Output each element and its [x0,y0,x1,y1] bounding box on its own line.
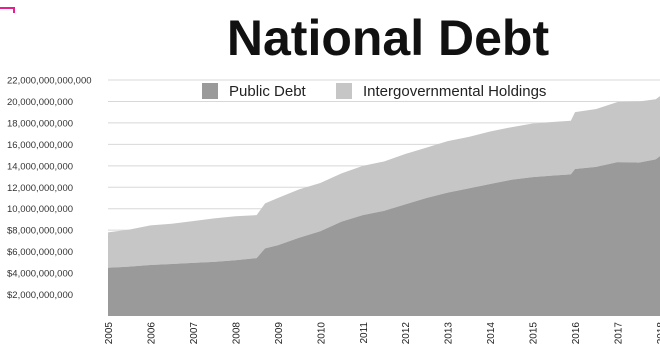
x-tick-label: 2010 [316,322,327,345]
corner-mark-glyph [0,7,15,13]
y-tick-label: 18,000,000,000 [7,118,73,129]
y-tick-label: 22,000,000,000,000 [7,76,92,87]
corner-mark [0,0,40,13]
x-tick-label: 2016 [571,322,582,345]
y-tick-label: $6,000,000,000 [7,247,73,258]
x-tick-label: 2015 [529,322,540,345]
x-tick-label: 2007 [189,322,200,345]
area-layer [108,96,660,316]
y-tick-label: $2,000,000,000 [7,290,73,301]
y-tick-label: 16,000,000,000 [7,140,73,151]
legend-label-0: Public Debt [229,83,307,100]
y-tick-label: 10,000,000,000 [7,204,73,215]
x-tick-label: 2017 [614,322,625,345]
chart-title: National Debt [227,10,550,66]
legend-label-1: Intergovernmental Holdings [363,83,546,100]
x-tick-label: 2012 [401,322,412,345]
y-tick-label: 12,000,000,000 [7,183,73,194]
x-axis-ticks: 2005 2006 2007 2008 2009 2010 2011 2012 2013 2014… [104,322,660,345]
legend-swatch-0 [202,83,218,99]
x-tick-label: 2009 [274,322,285,345]
x-tick-label: 2005 [104,322,115,345]
x-tick-label: 2006 [146,322,157,345]
area-series-public-debt [108,156,660,316]
y-tick-label: $8,000,000,000 [7,226,73,237]
legend: Public Debt Intergovernmental Holdings [202,83,546,100]
x-tick-label: 2014 [486,322,497,345]
x-tick-label: 2013 [444,322,455,345]
y-tick-label: 20,000,000,000 [7,97,73,108]
x-tick-label: 2008 [231,322,242,345]
area-series-intergovernmental-holdings [108,96,660,268]
y-tick-label: 14,000,000,000 [7,161,73,172]
y-axis-ticks: $2,000,000,000 $4,000,000,000 $6,000,000,0… [7,76,92,302]
y-tick-label: $4,000,000,000 [7,269,73,280]
x-tick-label: 2018 [656,322,660,345]
legend-swatch-1 [336,83,352,99]
x-tick-label: 2011 [359,322,370,344]
